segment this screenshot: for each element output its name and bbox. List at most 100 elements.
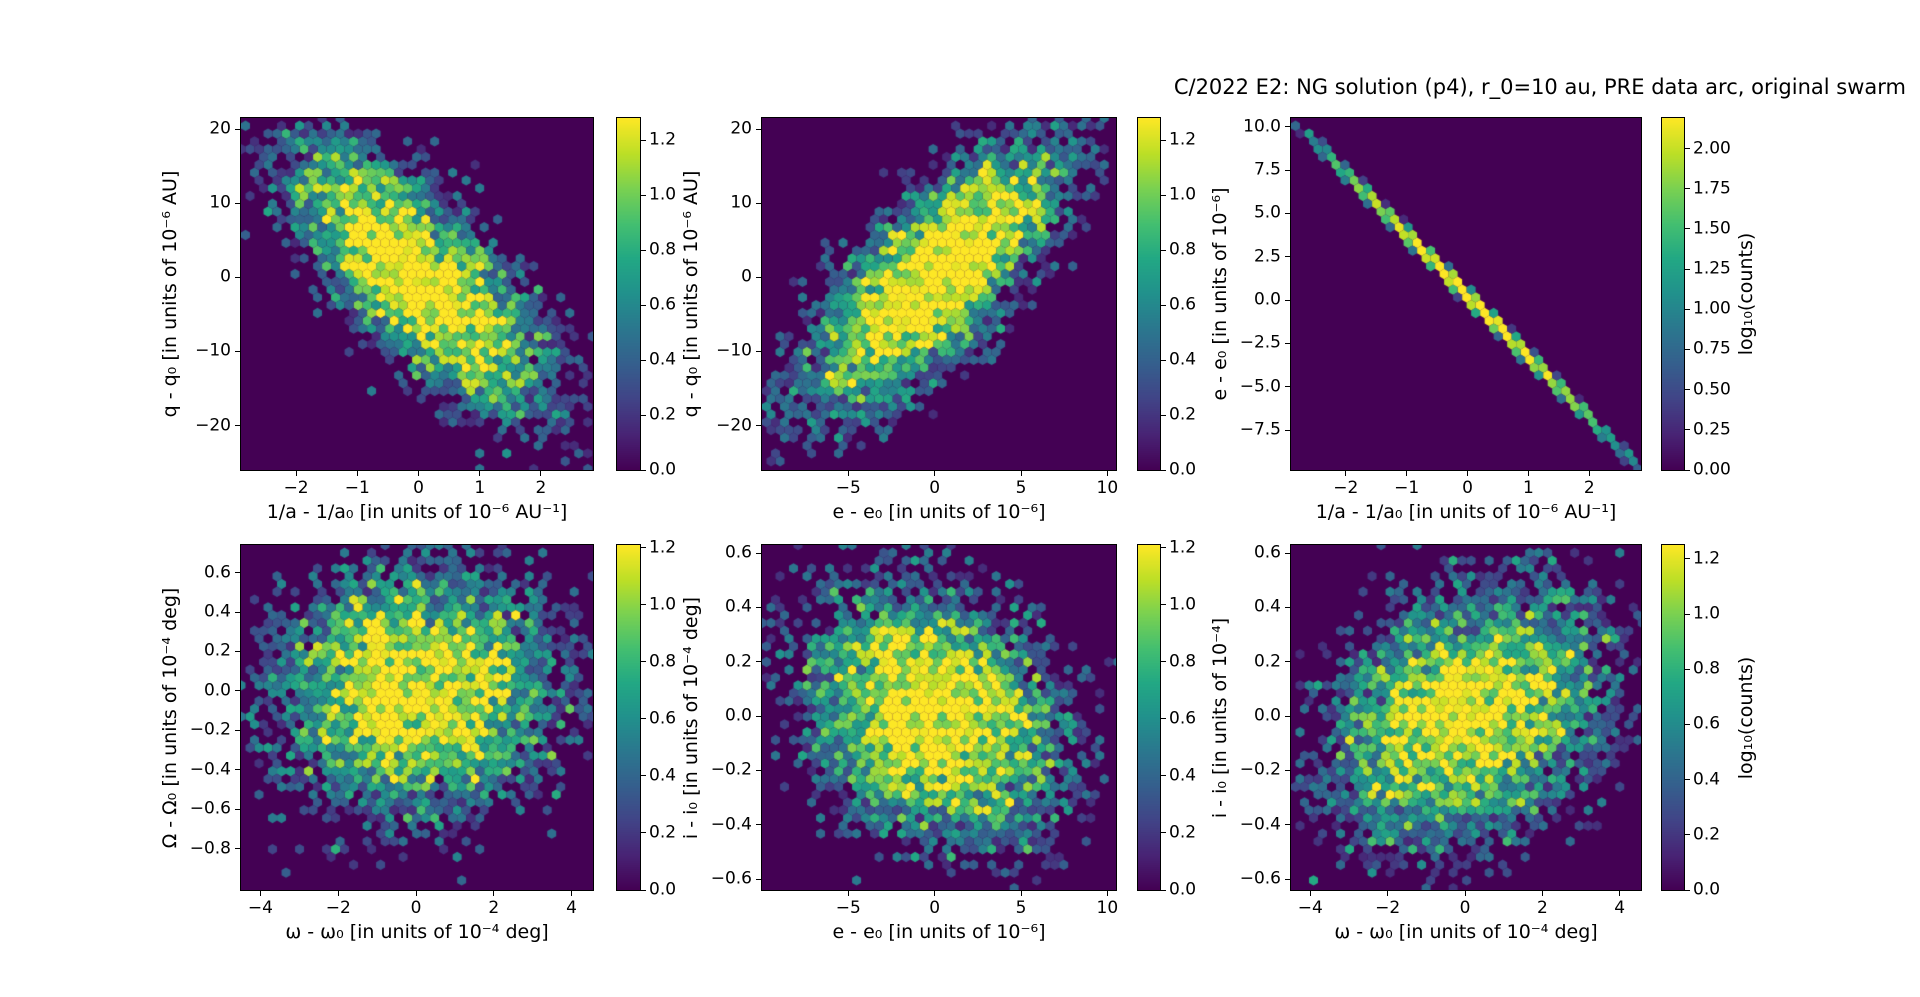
colorbar-tick-mark (641, 469, 646, 471)
colorbar-q-vs-inva (616, 117, 641, 471)
x-tick-label: 4 (566, 898, 578, 918)
y-tick-mark (235, 848, 240, 850)
colorbar-tick-mark (641, 718, 646, 720)
colorbar-tick-label: 0.0 (649, 879, 677, 900)
y-axis-label-e-vs-inva: e - e₀ [in units of 10⁻⁶] (1209, 187, 1231, 401)
colorbar-tick-label: 1.0 (1693, 603, 1721, 624)
y-tick-mark (1285, 878, 1290, 880)
x-tick-label: 2 (1536, 898, 1548, 918)
x-tick-label: 2 (535, 478, 547, 498)
colorbar-tick-mark (1685, 668, 1690, 670)
y-tick-label: −20 (716, 415, 752, 436)
y-tick-mark (235, 650, 240, 652)
colorbar-tick-mark (641, 194, 646, 196)
y-tick-mark (1285, 386, 1290, 388)
colorbar-tick-label: 0.8 (649, 651, 677, 672)
colorbar-tick-mark (1685, 834, 1690, 836)
x-tick-label: −5 (835, 478, 861, 498)
y-tick-mark (235, 729, 240, 731)
colorbar-tick-mark (641, 604, 646, 606)
colorbar-tick-mark (1685, 889, 1690, 891)
colorbar-tick-label: 0.75 (1693, 338, 1731, 359)
x-tick-label: −2 (1333, 478, 1359, 498)
y-tick-label: −10 (716, 340, 752, 361)
colorbar-tick-label: 0.4 (649, 765, 677, 786)
colorbar-tick-mark (1161, 604, 1166, 606)
x-tick-label: −1 (344, 478, 370, 498)
colorbar-tick-mark (1161, 304, 1166, 306)
hexbin-canvas-incl-vs-e (762, 545, 1116, 890)
colorbar-tick-mark (1161, 889, 1166, 891)
y-tick-mark (1285, 299, 1290, 301)
colorbar-tick-label: 1.2 (1693, 548, 1721, 569)
y-tick-mark (235, 202, 240, 204)
colorbar-tick-label: 0.8 (1169, 651, 1197, 672)
colorbar-tick-label: 1.25 (1693, 258, 1731, 279)
x-tick-mark (479, 471, 481, 476)
colorbar-tick-mark (1685, 308, 1690, 310)
x-tick-mark (934, 891, 936, 896)
x-tick-mark (571, 891, 573, 896)
colorbar-tick-mark (641, 414, 646, 416)
x-tick-mark (847, 471, 849, 476)
colorbar-tick-mark (641, 249, 646, 251)
y-tick-mark (756, 606, 761, 608)
y-tick-mark (756, 661, 761, 663)
y-tick-label: 20 (730, 118, 752, 139)
colorbar-tick-mark (1161, 414, 1166, 416)
colorbar-tick-mark (1685, 389, 1690, 391)
x-tick-mark (337, 891, 339, 896)
y-axis-label-q-vs-inva: q - q₀ [in units of 10⁻⁶ AU] (159, 170, 181, 418)
y-tick-mark (1285, 715, 1290, 717)
colorbar-tick-label: 0.2 (1169, 822, 1197, 843)
x-tick-label: 5 (1015, 478, 1027, 498)
y-tick-label: 0.4 (724, 596, 752, 617)
y-tick-label: 0.6 (724, 542, 752, 563)
colorbar-tick-mark (1685, 613, 1690, 615)
x-tick-mark (415, 891, 417, 896)
y-tick-mark (1285, 606, 1290, 608)
colorbar-tick-mark (641, 139, 646, 141)
colorbar-e-vs-inva (1661, 117, 1685, 471)
x-axis-label-incl-vs-argperi: ω - ω₀ [in units of 10⁻⁴ deg] (1334, 921, 1598, 943)
y-tick-mark (235, 611, 240, 613)
hexbin-canvas-node-vs-argperi (241, 545, 593, 890)
colorbar-tick-label: 0.25 (1693, 419, 1731, 440)
y-tick-mark (235, 690, 240, 692)
colorbar-tick-mark (1161, 194, 1166, 196)
x-tick-mark (1541, 891, 1543, 896)
y-tick-mark (1285, 824, 1290, 826)
y-tick-mark (756, 128, 761, 130)
y-tick-label: −0.6 (189, 798, 231, 819)
x-axis-label-q-vs-e: e - e₀ [in units of 10⁻⁶] (832, 501, 1046, 523)
y-tick-label: 0.4 (1253, 596, 1281, 617)
y-tick-label: 0.2 (724, 651, 752, 672)
y-tick-mark (756, 878, 761, 880)
y-tick-mark (1285, 169, 1290, 171)
y-tick-mark (756, 824, 761, 826)
x-tick-mark (1467, 471, 1469, 476)
hexbin-canvas-e-vs-inva (1291, 118, 1641, 470)
x-tick-label: 0 (410, 898, 422, 918)
colorbar-tick-mark (1161, 661, 1166, 663)
colorbar-tick-label: 1.00 (1693, 298, 1731, 319)
colorbar-tick-label: 0.2 (649, 404, 677, 425)
colorbar-tick-mark (1685, 723, 1690, 725)
y-tick-label: 0.0 (1253, 705, 1281, 726)
colorbar-tick-label: 1.0 (1169, 184, 1197, 205)
colorbar-tick-label: 1.2 (1169, 537, 1197, 558)
x-tick-label: 0 (413, 478, 424, 498)
x-tick-label: 10 (1096, 898, 1119, 918)
x-tick-mark (1020, 471, 1022, 476)
colorbar-tick-label: 1.50 (1693, 218, 1731, 239)
colorbar-tick-label: 0.6 (1169, 708, 1197, 729)
y-tick-mark (235, 128, 240, 130)
colorbar-tick-label: 1.0 (1169, 594, 1197, 615)
x-tick-mark (1106, 891, 1108, 896)
y-tick-label: −0.4 (189, 759, 231, 780)
x-tick-label: −2 (325, 898, 351, 918)
y-axis-label-incl-vs-e: i - i₀ [in units of 10⁻⁴ deg] (680, 596, 702, 839)
colorbar-tick-label: 1.2 (649, 537, 677, 558)
colorbar-gradient-incl-vs-argperi (1662, 545, 1684, 890)
